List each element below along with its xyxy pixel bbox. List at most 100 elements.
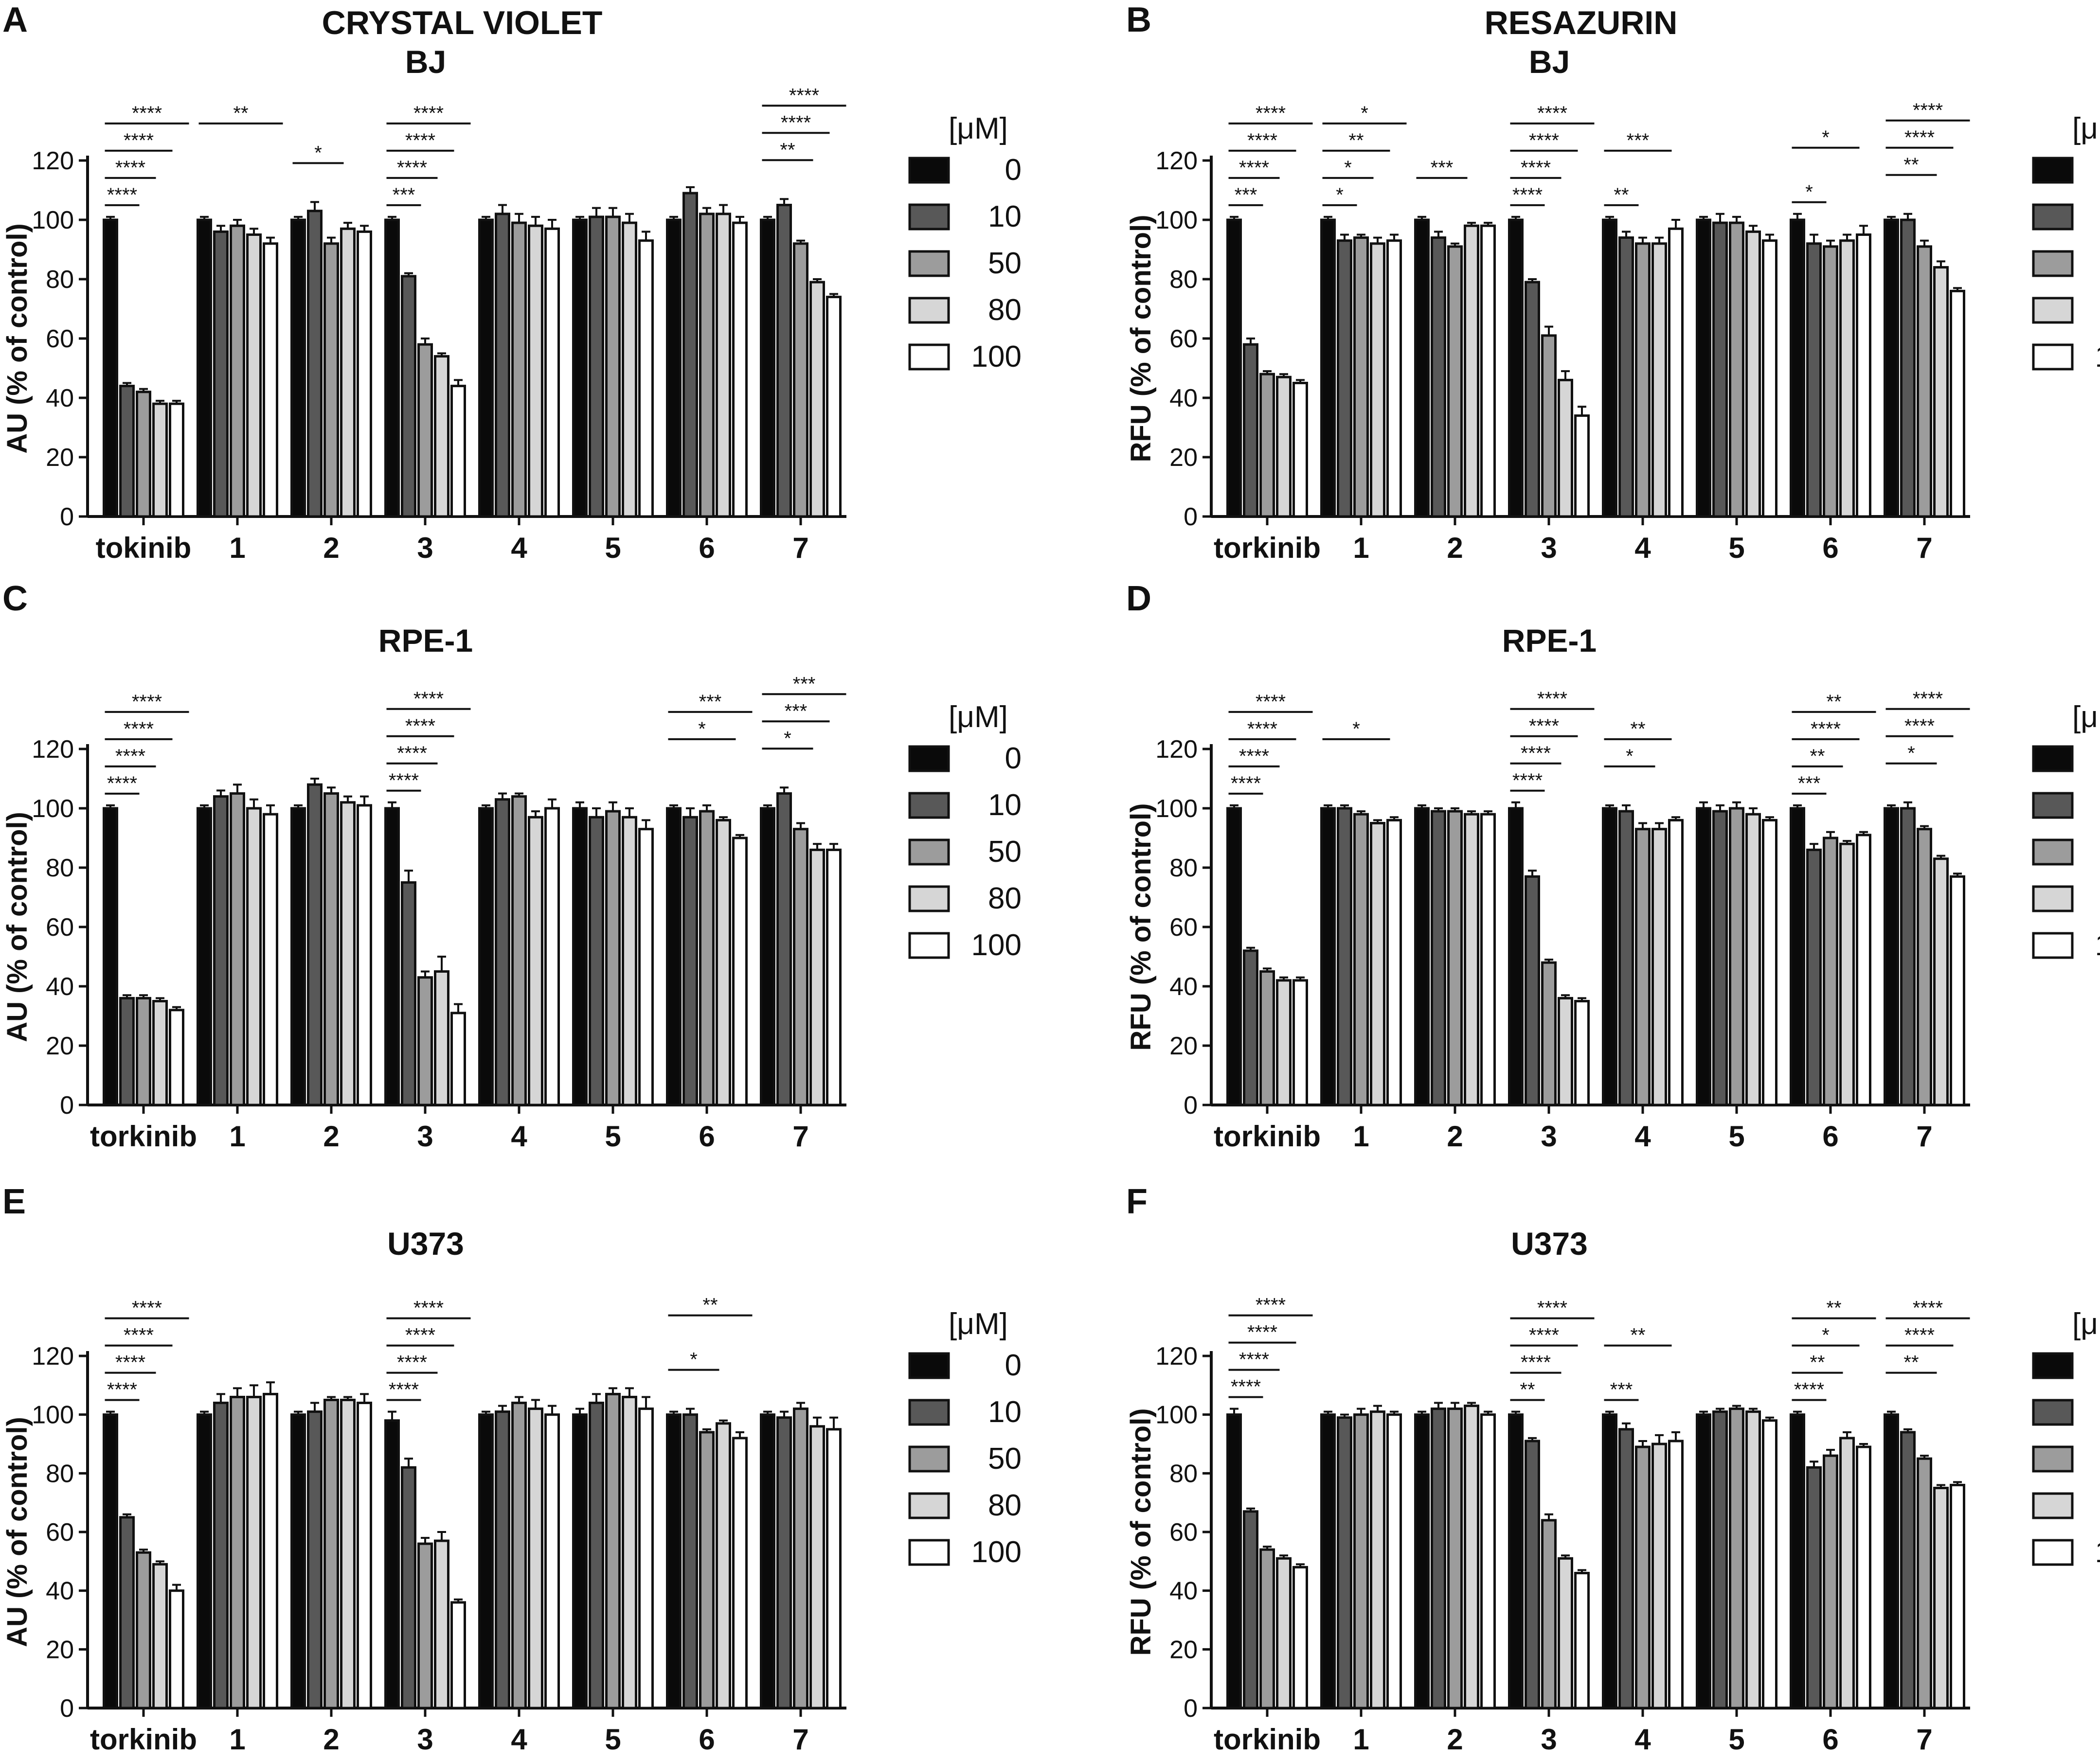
legend-swatch-80 [908,885,950,912]
bar-50uM [511,795,527,1106]
x-category-label: 3 [1541,1723,1557,1756]
legend-swatch-10 [2032,203,2074,231]
x-category-label: 7 [1916,1723,1932,1756]
bar-80uM [622,816,637,1106]
x-category-label: tokinib [96,532,192,564]
bar-80uM [622,1395,637,1710]
bar-0uM [384,1419,400,1710]
bar-0uM [1696,218,1711,518]
bar-100uM [1762,819,1777,1106]
bar-0uM [572,1413,588,1710]
bar-0uM [1884,807,1899,1106]
bar-100uM [450,385,466,518]
significance-label: **** [1904,715,1935,737]
y-tick-label: 80 [46,1460,74,1488]
bar-50uM [793,242,808,518]
legend-label: 0 [1005,153,1022,187]
bar-100uM [826,848,842,1106]
bar-80uM [246,233,262,518]
y-axis-label: AU (% of control) [1,812,33,1042]
bar-0uM [478,1413,494,1710]
significance-label: **** [1904,1325,1935,1346]
panel-letter: E [2,1182,26,1221]
y-tick-label: 60 [1169,913,1198,942]
bar-50uM [1353,1413,1369,1710]
bar-80uM [1558,378,1573,518]
significance-label: * [1336,184,1344,206]
bar-10uM [401,1466,416,1710]
bar-10uM [401,275,416,518]
y-tick-label: 100 [32,206,74,234]
significance-label: **** [1521,743,1551,764]
y-tick-label: 60 [46,1518,74,1547]
bar-10uM [1618,810,1634,1106]
panel-letter: D [1126,579,1151,618]
heading-crystal-violet: CRYSTAL VIOLET [322,4,603,41]
bar-80uM [1464,813,1479,1106]
legend-swatch-10 [908,792,950,819]
y-tick-label: 20 [1169,1636,1198,1664]
x-category-label: 7 [1916,532,1932,564]
bar-10uM [213,1402,229,1710]
bar-100uM [1480,1413,1496,1710]
bar-50uM [1259,970,1275,1106]
legend-label: 50 [988,835,1022,869]
legend-label: 80 [988,882,1022,915]
x-category-label: 1 [1353,1120,1369,1153]
y-tick-label: 20 [46,1636,74,1664]
bar-0uM [1602,807,1617,1106]
bar-80uM [434,970,449,1106]
y-tick-label: 60 [1169,1518,1198,1547]
bar-100uM [357,804,372,1106]
significance-label: * [1626,746,1633,767]
chart-title: RPE-1 [378,623,473,659]
bar-0uM [103,807,118,1106]
x-category-label: 7 [792,532,808,564]
bar-50uM [1635,242,1651,518]
significance-label: * [698,718,706,740]
bar-0uM [666,807,682,1106]
x-category-label: 1 [1353,532,1369,564]
legend-swatch-10 [908,1399,950,1426]
bar-50uM [1729,1407,1744,1710]
bar-80uM [434,1539,449,1710]
legend-swatch-100 [908,932,950,959]
bar-80uM [1745,813,1761,1106]
legend-swatch-0 [2032,1352,2074,1379]
significance-label: **** [1537,688,1567,710]
x-category-label: 2 [323,1120,339,1153]
legend-swatch-80 [2032,297,2074,324]
bar-10uM [307,1410,323,1710]
bar-50uM [1823,837,1838,1106]
significance-label: **** [389,1379,419,1401]
bar-10uM [1525,281,1540,518]
bar-100uM [169,1589,184,1710]
bar-100uM [1668,1440,1684,1710]
significance-label: **** [1913,1298,1943,1319]
x-category-label: 6 [1822,1120,1838,1153]
legend-label: 10 [988,788,1022,822]
legend-swatch-0 [2032,157,2074,184]
bar-100uM [1856,1445,1871,1710]
y-tick-label: 40 [1169,973,1198,1001]
bar-80uM [246,807,262,1106]
significance-label: ** [780,139,795,160]
bar-80uM [1464,224,1479,518]
bar-80uM [809,848,825,1106]
bar-10uM [213,230,229,518]
bar-80uM [246,1395,262,1710]
significance-label: **** [124,130,154,151]
bar-50uM [605,215,621,518]
significance-label: * [1352,718,1360,740]
significance-label: **** [1521,157,1551,178]
x-category-label: 7 [1916,1120,1932,1153]
significance-label: **** [124,718,154,740]
bar-0uM [1414,807,1430,1106]
significance-label: **** [132,103,162,124]
legend-swatch-80 [908,297,950,324]
bar-0uM [760,218,775,518]
significance-label: *** [1235,184,1257,206]
y-tick-label: 100 [1155,795,1198,823]
